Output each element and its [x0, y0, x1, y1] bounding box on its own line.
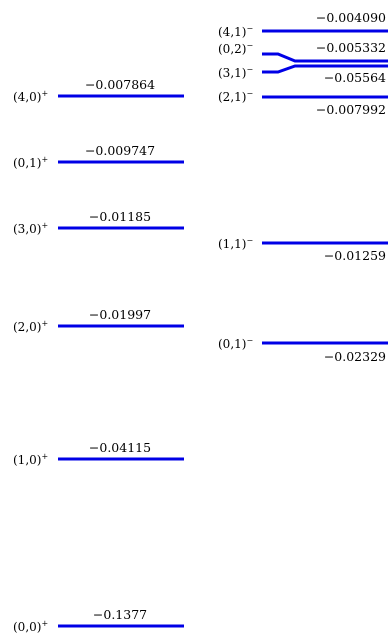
- state-label: (0,0)+: [13, 619, 48, 634]
- state-label: (1,1)−: [218, 236, 253, 251]
- level-p10: (1,0)+ −0.04115: [13, 440, 184, 467]
- state-label: (4,1)−: [218, 24, 253, 39]
- level-m01: (0,1)− −0.02329: [218, 336, 388, 364]
- level-p40: (4,0)+ −0.007864: [13, 77, 184, 104]
- state-label: (0,1)−: [218, 336, 253, 351]
- energy-value: −0.005332: [316, 40, 386, 55]
- level-line: [262, 64, 388, 74]
- level-m21: (2,1)− −0.007992: [218, 89, 388, 117]
- level-p01: (0,1)+ −0.009747: [13, 143, 184, 170]
- energy-value: −0.01185: [89, 209, 151, 224]
- energy-value: −0.01997: [89, 307, 151, 322]
- level-m31: (3,1)− −0.05564: [218, 64, 388, 85]
- state-label: (2,0)+: [13, 319, 48, 334]
- state-label: (1,0)+: [13, 452, 48, 467]
- energy-value: −0.01259: [324, 248, 386, 263]
- level-line: [262, 52, 388, 63]
- level-m02: (0,2)− −0.005332: [218, 40, 388, 63]
- energy-value: −0.009747: [85, 143, 155, 158]
- energy-value: −0.05564: [324, 70, 386, 85]
- state-label: (3,1)−: [218, 65, 253, 80]
- energy-value: −0.007992: [316, 102, 386, 117]
- energy-value: −0.04115: [89, 440, 151, 455]
- energy-value: −0.004090: [316, 10, 386, 25]
- state-label: (0,1)+: [13, 155, 48, 170]
- state-label: (2,1)−: [218, 89, 253, 104]
- energy-value: −0.007864: [85, 77, 155, 92]
- level-p30: (3,0)+ −0.01185: [13, 209, 184, 236]
- level-m41: (4,1)− −0.004090: [218, 10, 388, 39]
- level-p20: (2,0)+ −0.01997: [13, 307, 184, 334]
- state-label: (4,0)+: [13, 89, 48, 104]
- level-p00: (0,0)+ −0.1377: [13, 607, 184, 634]
- state-label: (3,0)+: [13, 221, 48, 236]
- level-m11: (1,1)− −0.01259: [218, 236, 388, 263]
- energy-value: −0.1377: [93, 607, 147, 622]
- energy-value: −0.02329: [324, 349, 386, 364]
- state-label: (0,2)−: [218, 41, 253, 56]
